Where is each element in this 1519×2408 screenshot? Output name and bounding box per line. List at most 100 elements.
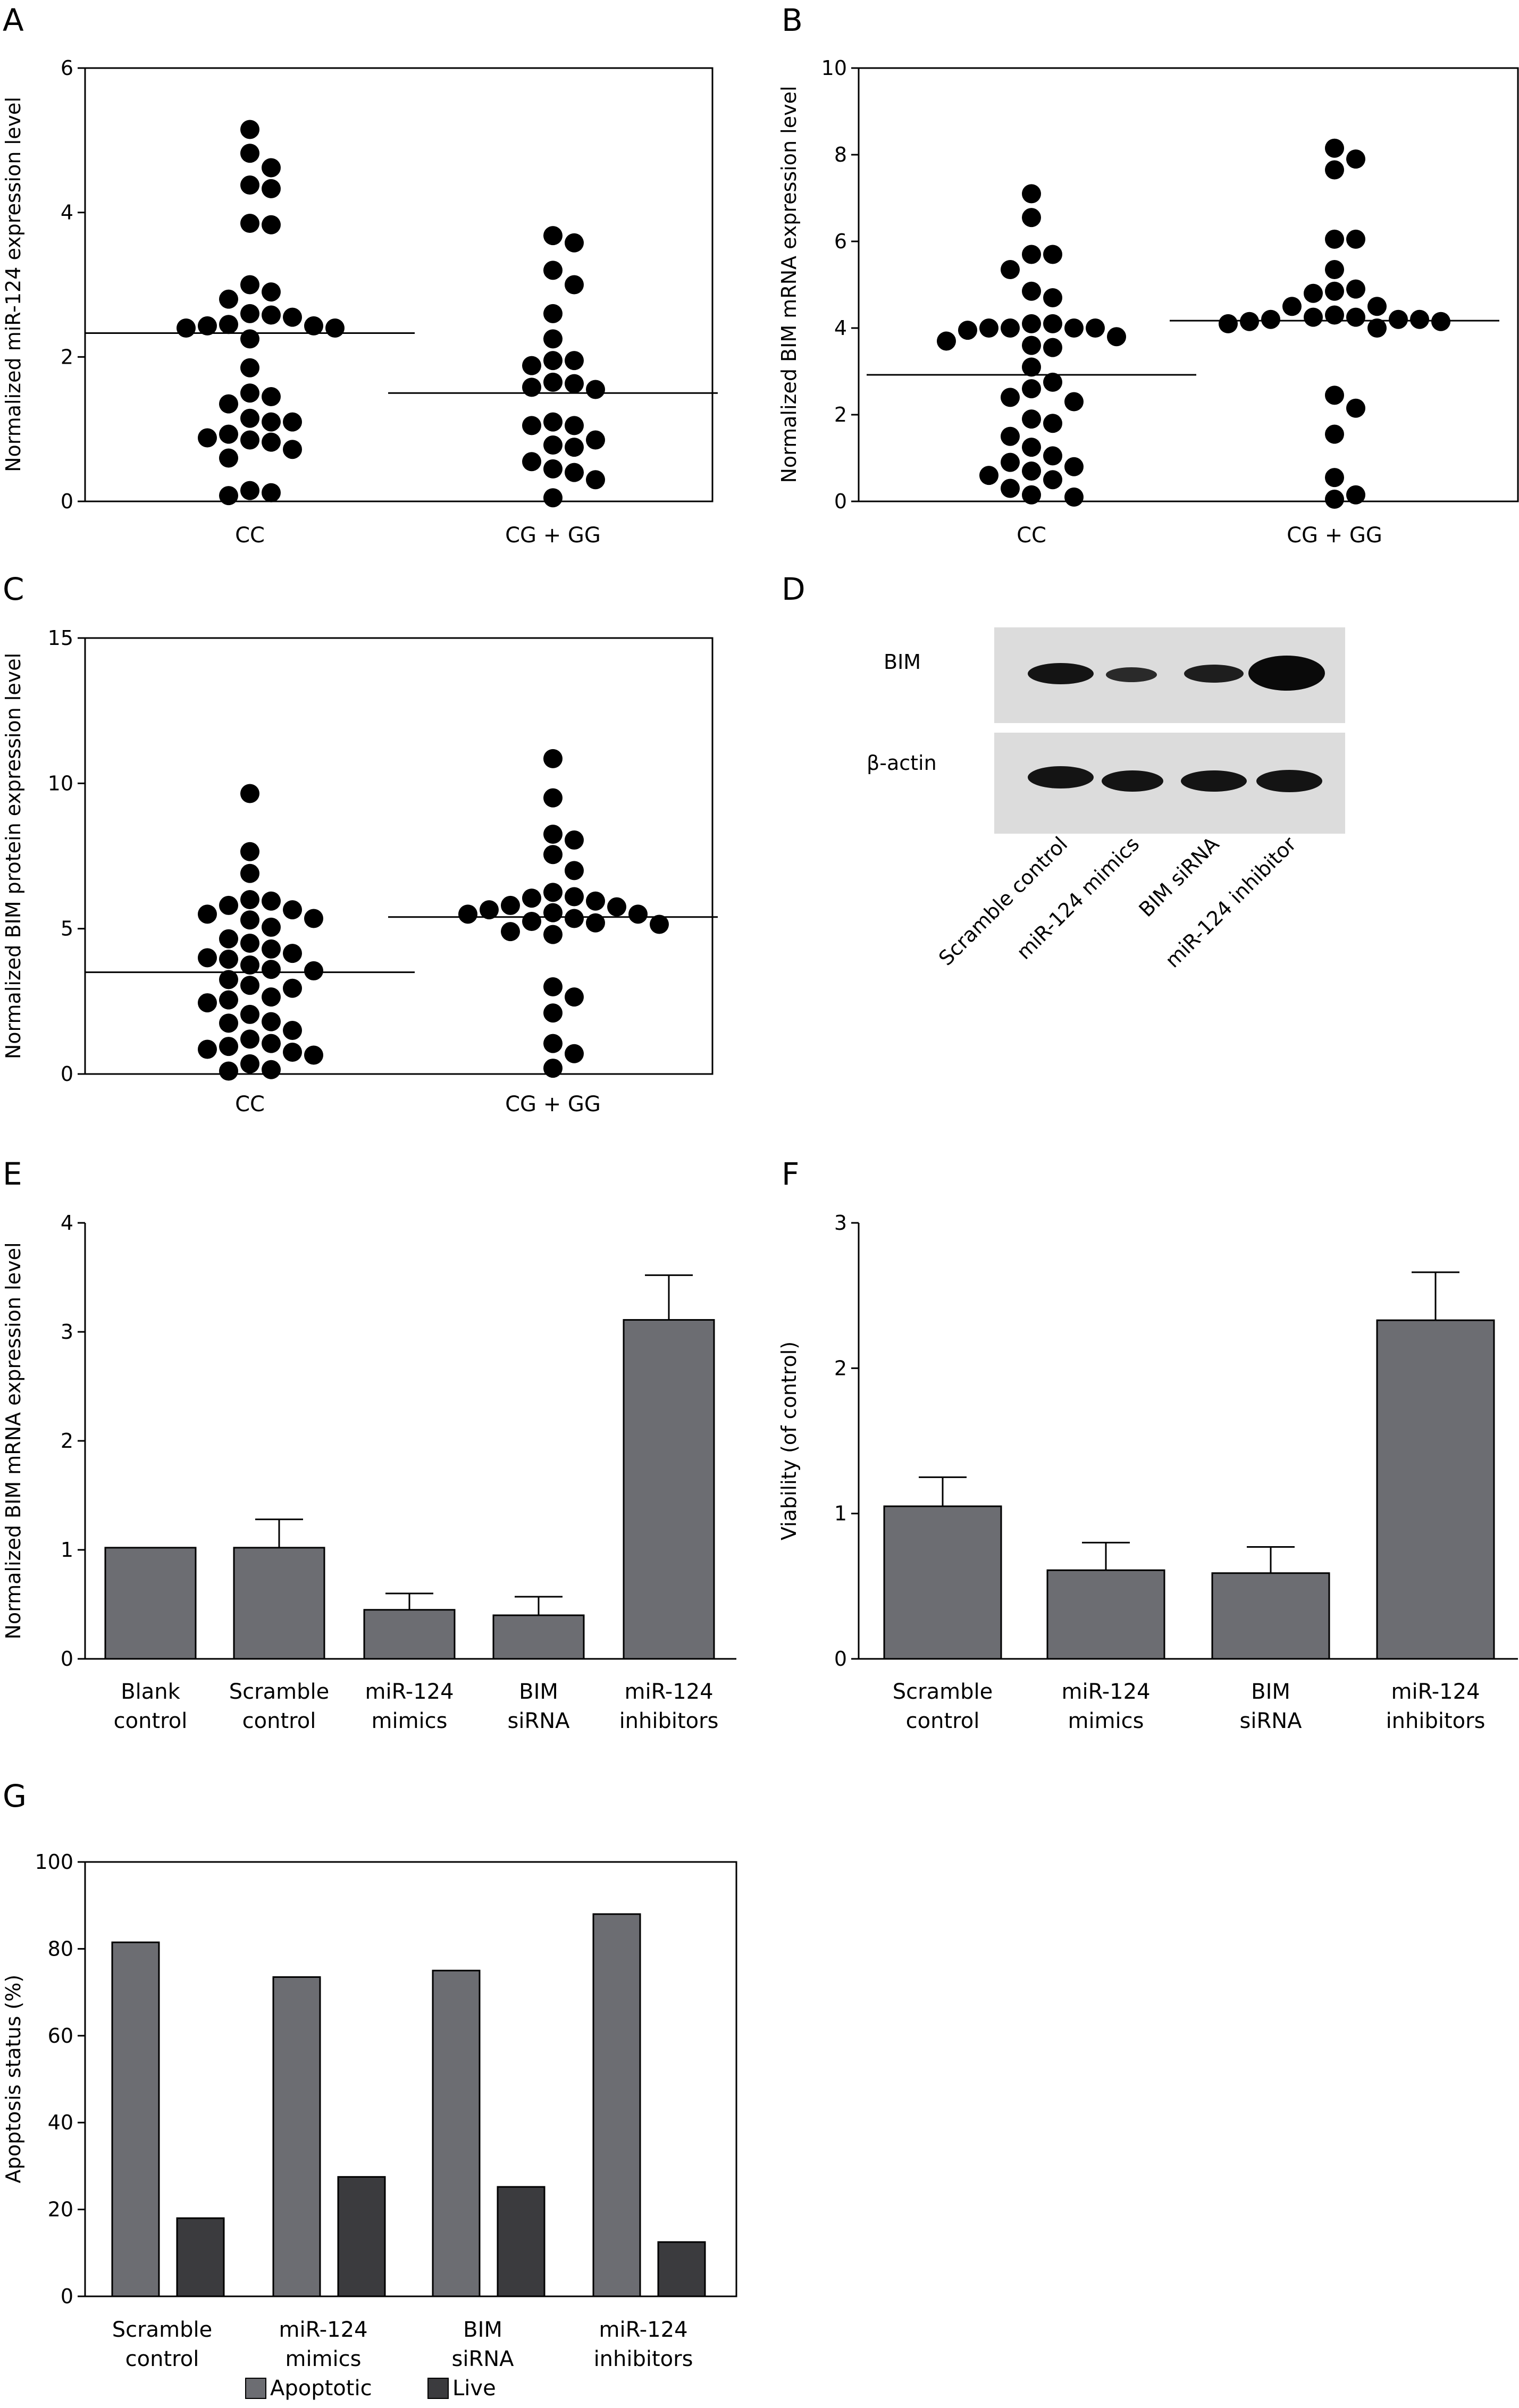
- panel-b-point: [1022, 208, 1041, 228]
- panel-f-bar: [1376, 1319, 1495, 1660]
- panel-e-ytick-label: 2: [61, 1429, 73, 1453]
- panel-f-category-label: mimics: [1068, 1709, 1144, 1733]
- lane-label-inhibitor: miR-124 inhibitor: [1161, 832, 1301, 972]
- panel-d: D BIM β-actin Scramble control miR-124 m…: [782, 571, 1345, 972]
- panel-b-point: [1043, 414, 1062, 433]
- panel-f-ytick-label: 0: [834, 1647, 847, 1671]
- panel-e-bar: [104, 1547, 197, 1660]
- panel-c-point: [240, 1054, 259, 1073]
- panel-g-bar-live: [497, 2186, 546, 2297]
- panel-b-point: [1043, 314, 1062, 333]
- panel-b-ytick-label: 2: [834, 403, 847, 426]
- panel-c-point: [522, 912, 541, 931]
- panel-b-point: [1325, 385, 1344, 405]
- panel-a-point: [283, 440, 302, 459]
- panel-c-point: [607, 897, 626, 917]
- panel-e-ytick-label: 0: [61, 1647, 73, 1671]
- panel-g-category-label: mimics: [286, 2347, 362, 2371]
- band-actin-sirna: [1181, 770, 1247, 792]
- panel-c-point: [262, 939, 281, 959]
- panel-c-point: [628, 904, 648, 924]
- band-actin-scramble: [1028, 766, 1094, 788]
- panel-c-point: [283, 1021, 302, 1040]
- legend-swatch-live: [427, 2378, 449, 2399]
- panel-a-point: [522, 377, 541, 397]
- panel-a-point: [565, 233, 584, 253]
- panel-g-bars: [111, 1913, 706, 2297]
- panel-c-point: [262, 987, 281, 1007]
- panel-e-ylabel: Normalized BIM mRNA expression level: [2, 1242, 25, 1639]
- panel-c-label: C: [3, 571, 24, 607]
- panel-e: E Normalized BIM mRNA expression level 0…: [2, 1156, 736, 1733]
- panel-c-point: [522, 888, 541, 908]
- panel-c-point: [219, 1013, 238, 1033]
- panel-b-point: [1022, 357, 1041, 377]
- panel-g-category-label: siRNA: [451, 2347, 514, 2371]
- panel-b-point: [1022, 281, 1041, 301]
- panel-b-point: [1022, 335, 1041, 355]
- panel-e-category-label: BIM: [519, 1680, 558, 1704]
- panel-b-label: B: [782, 2, 803, 38]
- panel-c-point: [262, 1034, 281, 1053]
- panel-b-point: [1001, 452, 1020, 472]
- panel-a-point: [586, 430, 605, 450]
- panel-c-point: [650, 914, 669, 934]
- panel-a-point: [240, 214, 259, 233]
- panel-c-point: [219, 970, 238, 989]
- panel-c-point: [565, 830, 584, 850]
- panel-a-point: [240, 329, 259, 349]
- panel-c-category-label: CC: [235, 1092, 265, 1117]
- panel-b-point: [1022, 438, 1041, 457]
- panel-e-categories: Blank control Scramble control miR-124 mimics…: [114, 1680, 719, 1733]
- panel-a: A Normalized miR-124 expression level 0 2…: [2, 2, 718, 548]
- panel-a-point: [240, 408, 259, 428]
- panel-b-point: [1001, 318, 1020, 338]
- panel-b-categories: CC CG + GG: [1017, 523, 1382, 548]
- panel-f-bars: [883, 1271, 1495, 1660]
- panel-f: F Viability (of control) 0 1 2 3 Scramble co…: [777, 1156, 1518, 1733]
- panel-a-label: A: [3, 2, 24, 38]
- panel-b-ytick-label: 0: [834, 490, 847, 513]
- panel-a-point: [565, 275, 584, 295]
- panel-a-ytick-label: 4: [61, 201, 73, 224]
- panel-a-point: [262, 215, 281, 234]
- band-bim-mimics: [1106, 667, 1157, 682]
- panel-a-point: [240, 120, 259, 139]
- panel-e-yticks: 0 1 2 3 4: [61, 1211, 85, 1671]
- panel-b-point: [1022, 184, 1041, 204]
- panel-a-points: [85, 120, 718, 508]
- panel-c-point: [543, 1059, 563, 1078]
- panel-g-bar-apoptotic: [432, 1969, 481, 2297]
- panel-g-bar-apoptotic: [272, 1976, 321, 2297]
- panel-b-point: [1043, 288, 1062, 307]
- panel-a-point: [565, 463, 584, 482]
- panel-c-point: [262, 891, 281, 911]
- panel-g-ytick-label: 0: [61, 2285, 73, 2308]
- panel-b-ytick-label: 10: [821, 56, 847, 80]
- panel-g-bar-live: [176, 2217, 225, 2297]
- panel-b-point: [958, 321, 977, 340]
- panel-b-point: [1107, 327, 1126, 347]
- panel-b-point: [1261, 309, 1280, 329]
- panel-a-point: [219, 315, 238, 334]
- panel-a-point: [219, 424, 238, 444]
- panel-e-category-label: control: [242, 1709, 316, 1733]
- panel-a-point: [198, 316, 217, 335]
- panel-a-point: [219, 289, 238, 309]
- panel-a-point: [543, 412, 563, 432]
- panel-g-legend: Apoptotic Live: [245, 2376, 496, 2401]
- panel-c-point: [304, 1045, 323, 1065]
- panel-c-plot-frame: [84, 637, 714, 1075]
- panel-b-point: [1043, 372, 1062, 392]
- panel-c-point: [240, 1004, 259, 1024]
- panel-a-point: [262, 483, 281, 502]
- panel-b-point: [1022, 314, 1041, 333]
- panel-e-category-label: miR-124: [624, 1680, 713, 1704]
- panel-b-point: [1346, 307, 1365, 327]
- panel-c-point: [240, 934, 259, 953]
- panel-a-category-label: CG + GG: [505, 523, 601, 548]
- band-bim-inhibitor: [1248, 656, 1325, 691]
- panel-a-ytick-label: 2: [61, 345, 73, 368]
- panel-b-point: [1346, 149, 1365, 169]
- panel-e-bar: [233, 1547, 325, 1660]
